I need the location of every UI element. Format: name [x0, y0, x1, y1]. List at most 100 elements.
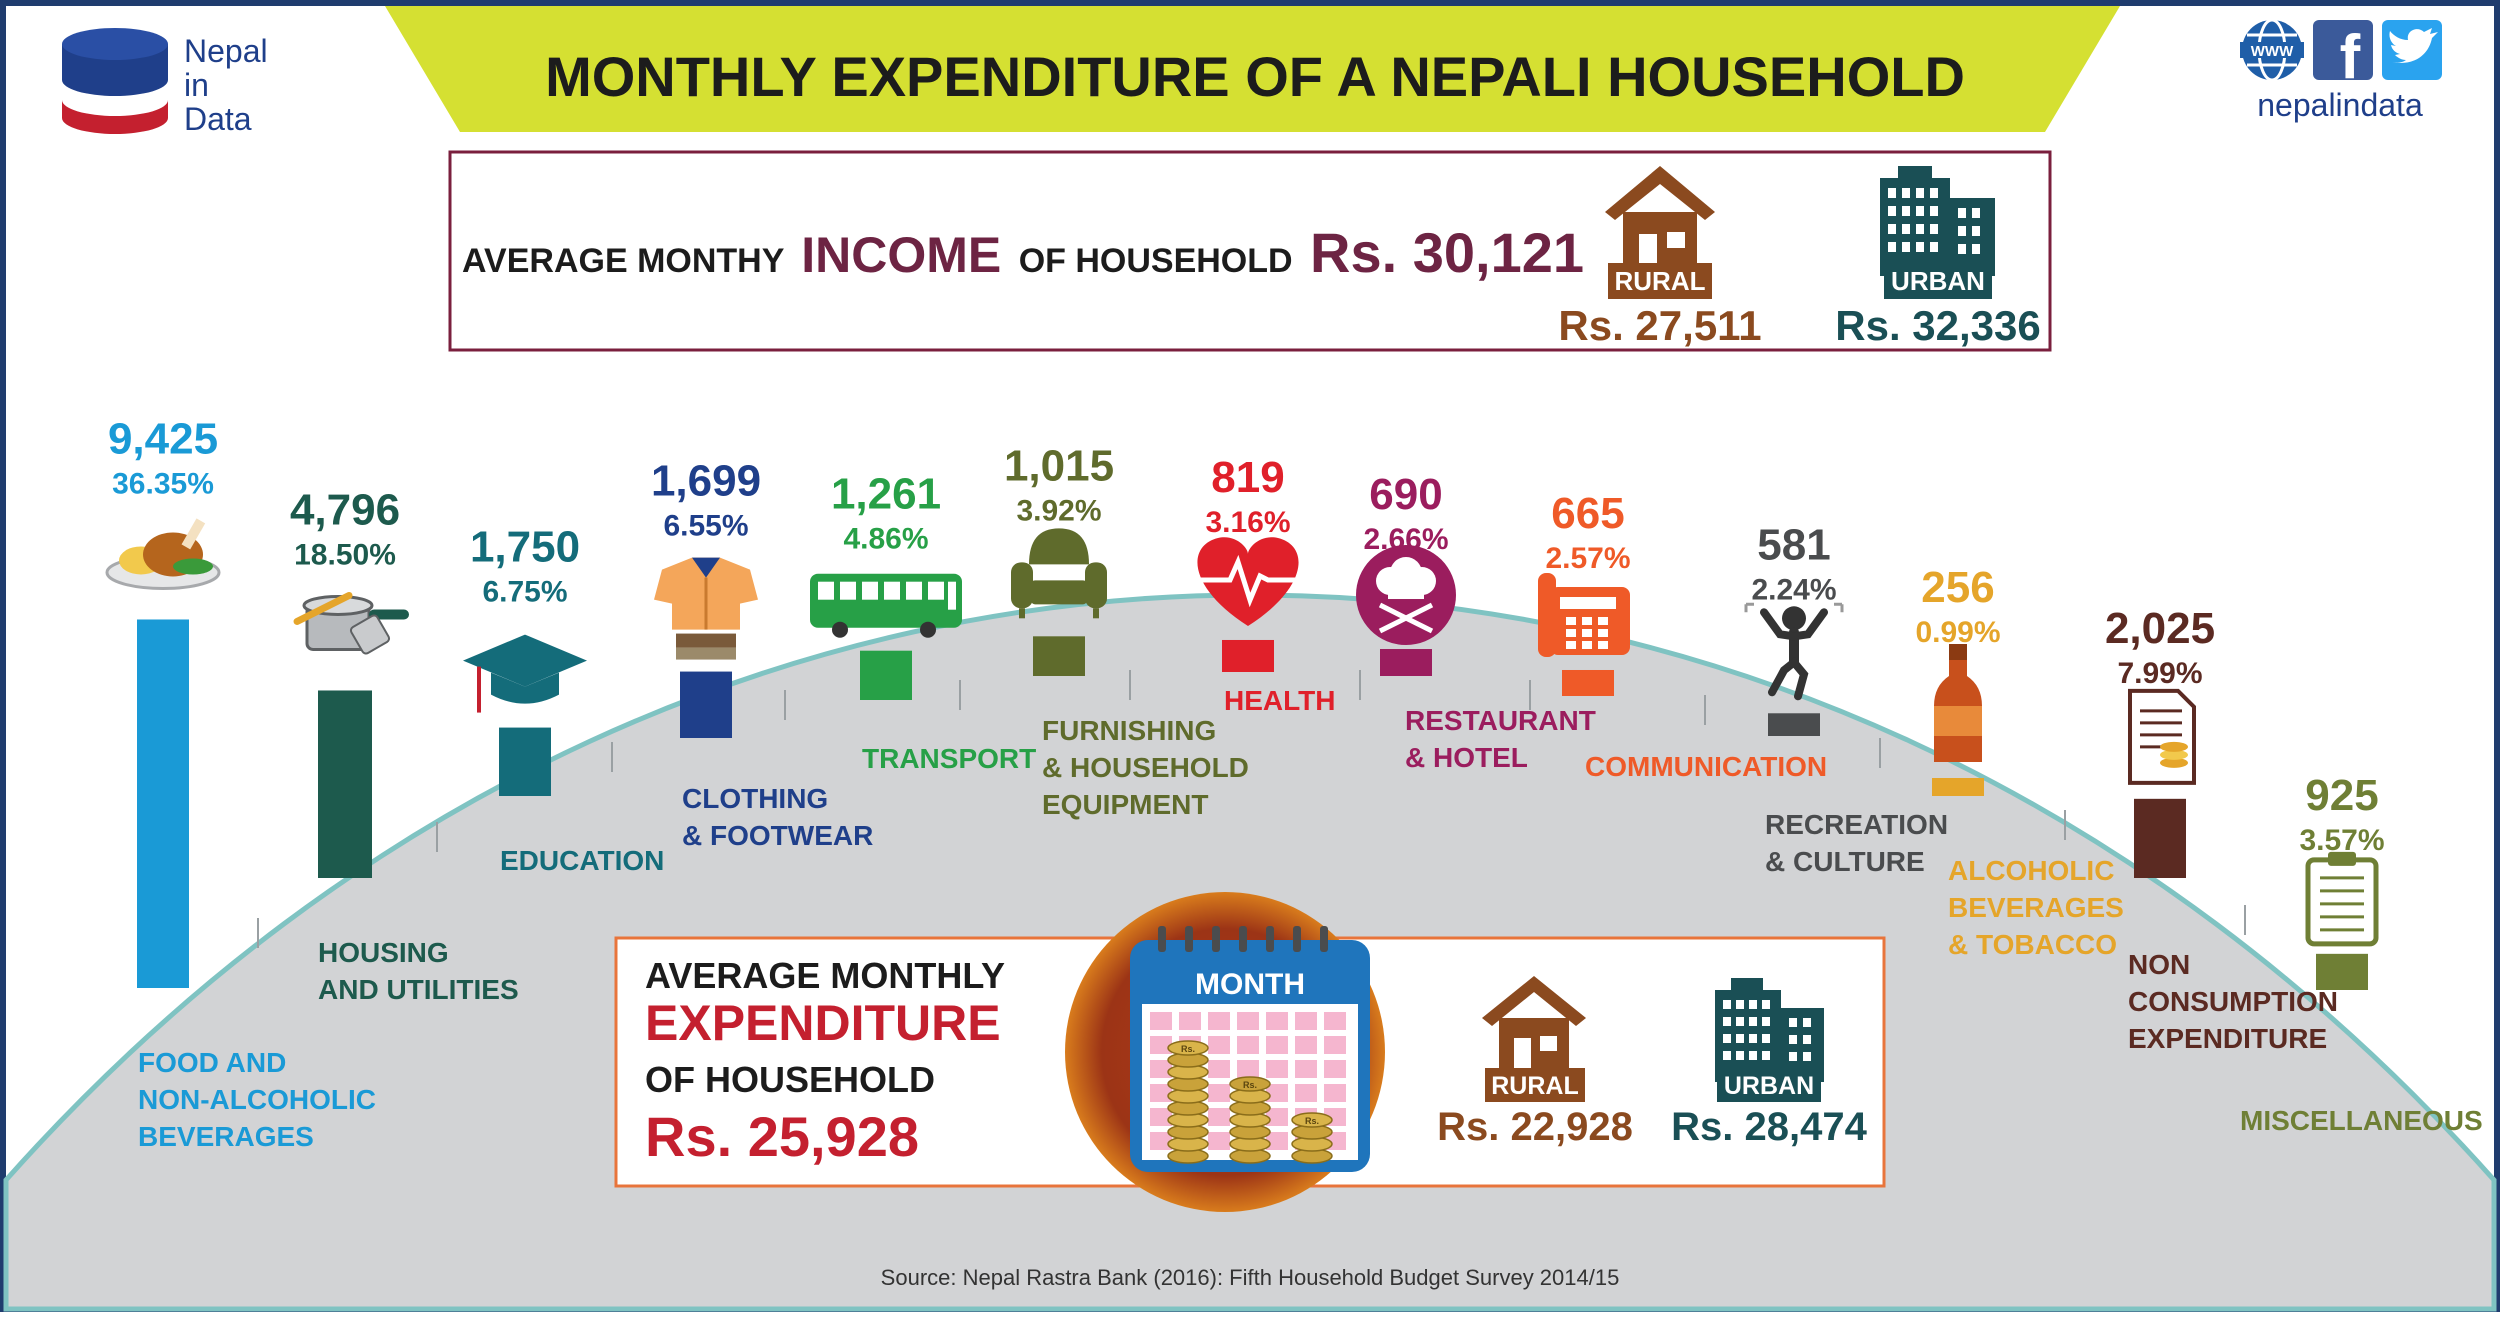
food-plate-icon: [105, 518, 221, 590]
chef-hat-icon: [1356, 545, 1456, 646]
calendar-cell: [1266, 1036, 1288, 1054]
category-label-line: HEALTH: [1224, 685, 1335, 716]
income-rural-value: Rs. 27,511: [1558, 302, 1761, 349]
bar-5: [1033, 636, 1085, 676]
category-label: RESTAURANT & HOTEL: [1405, 705, 1596, 773]
category-label-line: BEVERAGES: [1948, 892, 2124, 923]
social-handle[interactable]: nepalindata: [2257, 87, 2423, 123]
bar-2: [499, 727, 551, 796]
bill-document-icon: [2128, 688, 2196, 785]
facebook-icon[interactable]: f: [2313, 20, 2373, 92]
income-box: [448, 150, 2052, 352]
bar-8: [1562, 669, 1614, 696]
income-label: AVERAGE MONTHY INCOME OF HOUSEHOLD Rs. 3…: [462, 221, 1584, 284]
category-label-line: EQUIPMENT: [1042, 789, 1208, 820]
calendar-cell: [1150, 1012, 1172, 1030]
calendar-cell: [1266, 1108, 1288, 1126]
bar-percent-label: 4.86%: [843, 523, 928, 556]
logo-line-2: in: [184, 67, 209, 103]
income-label-suffix: OF HOUSEHOLD: [1019, 242, 1293, 280]
calendar-cell: [1150, 1108, 1172, 1126]
category-label: FOOD AND NON-ALCOHOLIC BEVERAGES: [138, 1047, 376, 1152]
category-label-line: HOUSING: [318, 937, 449, 968]
graduation-cap-icon: [463, 634, 587, 713]
category-label: CLOTHING & FOOTWEAR: [682, 783, 873, 851]
bar-value-label: 690: [1369, 470, 1442, 519]
calendar-cell: [1295, 1060, 1317, 1078]
calendar-cell: [1324, 1036, 1346, 1054]
calendar-cell: [1208, 1084, 1230, 1102]
calendar-cell: [1266, 1132, 1288, 1150]
calendar-cell: [1179, 1012, 1201, 1030]
page-title: MONTHLY EXPENDITURE OF A NEPALI HOUSEHOL…: [545, 45, 1965, 108]
calendar-cell: [1324, 1060, 1346, 1078]
category-label-line: & CULTURE: [1765, 846, 1925, 877]
income-rural-tag: [1608, 263, 1712, 299]
calendar-cell: [1295, 1012, 1317, 1030]
coin: [1229, 1076, 1271, 1092]
bar-percent-label: 18.50%: [294, 538, 396, 571]
calendar-cell: [1237, 1036, 1259, 1054]
category-label: EDUCATION: [500, 845, 664, 876]
income-urban-label: URBAN: [1891, 266, 1985, 296]
bar-value-label: 2,025: [2105, 604, 2215, 653]
urban-building-icon: [1880, 166, 1995, 276]
category-label-line: CLOTHING: [682, 783, 828, 814]
coin-label: Rs.: [1181, 1044, 1195, 1054]
category-label: HOUSING AND UTILITIES: [318, 937, 519, 1005]
category-label: COMMUNICATION: [1585, 751, 1827, 782]
income-urban-tag: [1884, 263, 1992, 299]
bar-percent-label: 0.99%: [1915, 616, 2000, 649]
logo-line-3: Data: [184, 101, 252, 137]
calendar-cell: [1237, 1012, 1259, 1030]
calendar-cell: [1208, 1036, 1230, 1054]
svg-text:WWW: WWW: [2251, 43, 2294, 60]
rural-house-icon: [1605, 166, 1715, 272]
expenditure-value: Rs. 25,928: [645, 1105, 919, 1168]
category-label: TRANSPORT: [862, 743, 1036, 774]
bar-value-label: 925: [2305, 771, 2378, 820]
category-label-line: & HOUSEHOLD: [1042, 752, 1249, 783]
category-label-line: EDUCATION: [500, 845, 664, 876]
calendar-cell: [1266, 1012, 1288, 1030]
bar-percent-label: 6.75%: [482, 576, 567, 609]
svg-text:f: f: [2340, 23, 2361, 92]
category-label-line: NON: [2128, 949, 2190, 980]
expenditure-rural-label: RURAL: [1491, 1072, 1579, 1100]
bar-value-label: 1,261: [831, 470, 941, 519]
category-label-line: & HOTEL: [1405, 742, 1528, 773]
twitter-icon[interactable]: [2382, 20, 2442, 80]
calendar-cell: [1295, 1036, 1317, 1054]
calendar-cell: [1150, 1084, 1172, 1102]
coin-label: Rs.: [1305, 1116, 1319, 1126]
rural-house-icon-expenditure: [1482, 976, 1586, 1074]
globe-icon[interactable]: WWW: [2240, 18, 2304, 82]
dome-ticks: [257, 670, 2246, 948]
bar-value-label: 1,699: [651, 457, 761, 506]
bar-0: [137, 619, 189, 988]
category-label-line: CONSUMPTION: [2128, 986, 2338, 1017]
cooking-pot-icon: [293, 591, 409, 655]
category-label: RECREATION & CULTURE: [1765, 809, 1948, 877]
category-label-line: & TOBACCO: [1948, 929, 2117, 960]
calendar-cell: [1237, 1060, 1259, 1078]
bar-percent-label: 2.57%: [1545, 542, 1630, 575]
jumping-person-icon: [1744, 602, 1844, 701]
category-label-line: RECREATION: [1765, 809, 1948, 840]
bar-chart: 9,425 36.35% FOOD AND NON-ALCOHOLIC BEVERAGE…: [105, 414, 2483, 1152]
category-label-line: MISCELLANEOUS: [2240, 1105, 2483, 1136]
category-label-line: NON-ALCOHOLIC: [138, 1084, 376, 1115]
bar-12: [2316, 953, 2368, 990]
bar-value-label: 1,750: [470, 523, 580, 572]
bar-percent-label: 2.24%: [1751, 573, 1836, 606]
expenditure-urban-tag: [1717, 1068, 1821, 1102]
bar-7: [1380, 649, 1432, 676]
bar-percent-label: 3.92%: [1016, 494, 1101, 527]
calendar-cell: [1295, 1084, 1317, 1102]
category-label-line: FURNISHING: [1042, 715, 1216, 746]
shirt-icon: [654, 557, 758, 660]
nepal-in-data-logo: Nepal in Data: [62, 28, 268, 137]
bar-percent-label: 3.16%: [1205, 506, 1290, 539]
